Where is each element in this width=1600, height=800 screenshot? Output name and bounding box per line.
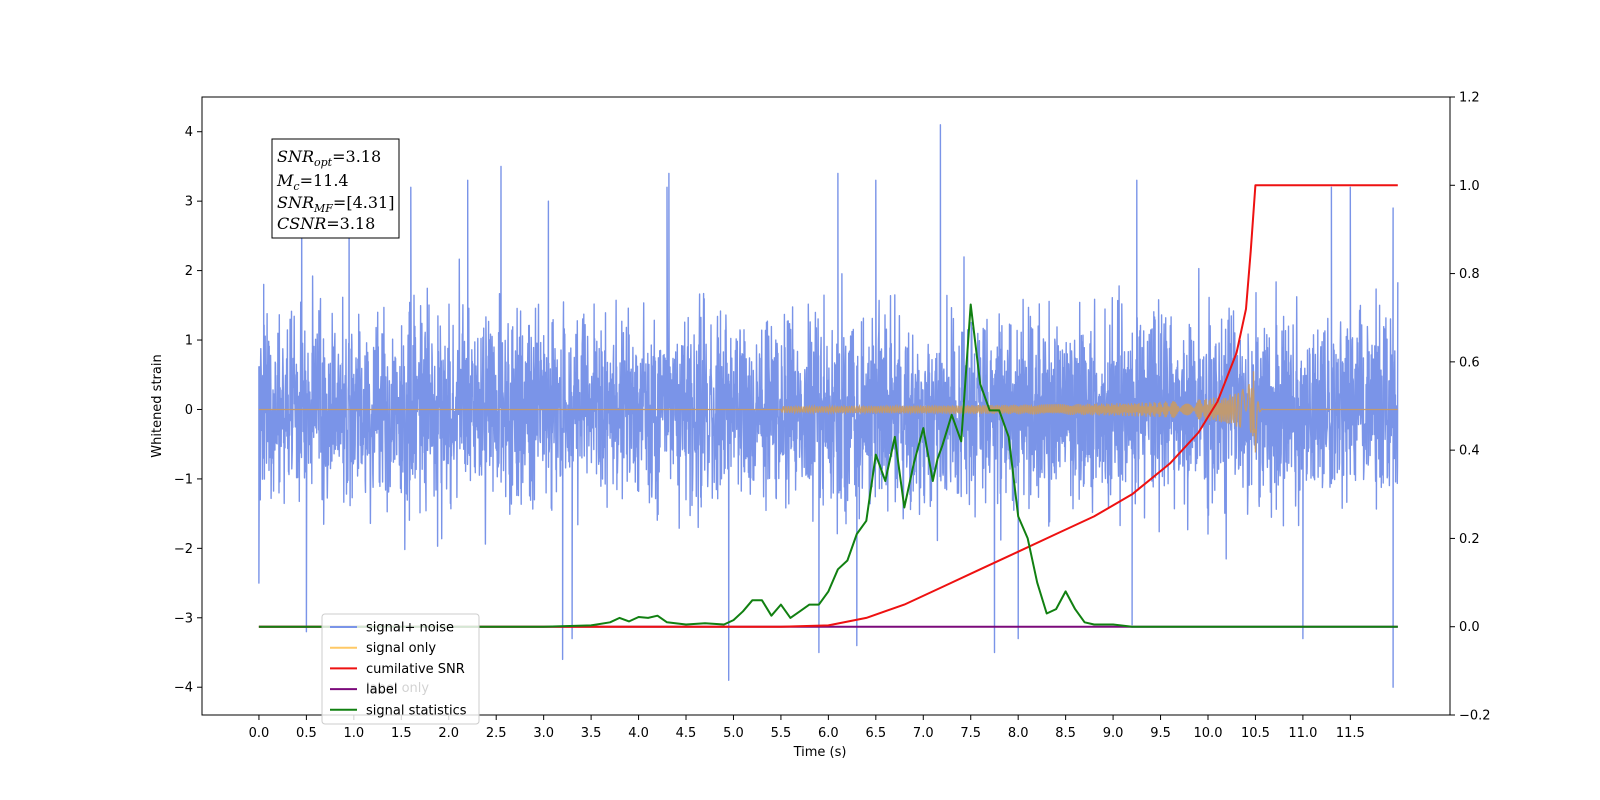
y-axis-label: Whitened strain <box>150 354 165 457</box>
y-tick-label: 2 <box>185 264 193 279</box>
x-tick-label: 0.0 <box>249 726 270 741</box>
x-tick-label: 3.5 <box>581 726 602 741</box>
series-cumulative-snr <box>258 184 1398 628</box>
axes-frame <box>201 96 1451 716</box>
snr-mf-subscript: MF <box>313 202 333 215</box>
y-axis-ticks: −4 −3 −2 −1 0 1 2 3 4 <box>174 125 202 696</box>
legend-entry-label: cumilative SNR <box>366 662 465 677</box>
x-tick-label: 7.5 <box>960 726 981 741</box>
y-tick-label: −3 <box>174 611 193 626</box>
y-tick-label: −2 <box>174 542 193 557</box>
plot-area <box>258 124 1399 688</box>
series-signal-only <box>258 371 1398 453</box>
legend-overlapped-label: label only <box>366 681 429 696</box>
x-tick-label: 0.5 <box>296 726 317 741</box>
x-tick-label: 8.5 <box>1055 726 1076 741</box>
x-tick-label: 7.0 <box>913 726 934 741</box>
x-tick-label: 3.0 <box>533 726 554 741</box>
x-tick-label: 10.0 <box>1194 726 1223 741</box>
y2-tick-label: −0.2 <box>1459 709 1491 724</box>
y-tick-label: 4 <box>185 125 193 140</box>
x-tick-label: 2.5 <box>486 726 507 741</box>
legend-entry-label: label <box>366 683 397 698</box>
mc-symbol: M <box>276 171 294 190</box>
y-tick-label: −1 <box>174 472 193 487</box>
svg-text:SNRopt=3.18: SNRopt=3.18 <box>277 147 381 169</box>
snr-opt-value: =3.18 <box>332 147 381 166</box>
x-tick-label: 4.5 <box>676 726 697 741</box>
x-tick-label: 9.0 <box>1103 726 1124 741</box>
x-tick-label: 5.0 <box>723 726 744 741</box>
x-tick-label: 8.0 <box>1008 726 1029 741</box>
series-signal-noise <box>258 124 1399 688</box>
csnr-symbol: CSNR <box>277 214 326 233</box>
y2-tick-label: 1.0 <box>1459 179 1480 194</box>
snr-mf-symbol: SNR <box>277 193 314 212</box>
x-tick-label: 10.5 <box>1241 726 1270 741</box>
stats-box: SNRopt=3.18 Mc=11.4 SNRMF=[4.31] CSNR=3.… <box>271 138 400 239</box>
y2-tick-label: 0.6 <box>1459 355 1480 370</box>
y-tick-label: −4 <box>174 681 193 696</box>
y-tick-label: 0 <box>185 403 193 418</box>
y-tick-label: 3 <box>185 195 193 210</box>
x-tick-label: 9.5 <box>1150 726 1171 741</box>
legend-entry-label: signal statistics <box>366 703 467 718</box>
svg-text:Mc=11.4: Mc=11.4 <box>276 171 349 193</box>
y2-tick-label: 0.0 <box>1459 620 1480 635</box>
x-tick-label: 6.0 <box>818 726 839 741</box>
x-axis-ticks: 0.0 0.5 1.0 1.5 2.0 2.5 3.0 3.5 4.0 4.5 5.0 5.5 6.0 6… <box>249 715 1365 741</box>
csnr-value: =3.18 <box>326 214 375 233</box>
snr-mf-value: =[4.31] <box>333 193 395 212</box>
mc-value: =11.4 <box>300 171 349 190</box>
mc-subscript: c <box>293 180 299 193</box>
x-axis-label: Time (s) <box>793 745 847 760</box>
y2-tick-label: 0.4 <box>1459 444 1480 459</box>
x-tick-label: 4.0 <box>628 726 649 741</box>
x-tick-label: 11.5 <box>1336 726 1365 741</box>
y-tick-label: 1 <box>185 334 193 349</box>
legend-entry-label: signal only <box>366 641 436 656</box>
y2-tick-label: 0.2 <box>1459 532 1480 547</box>
x-tick-label: 6.5 <box>865 726 886 741</box>
x-tick-label: 2.0 <box>438 726 459 741</box>
x-tick-label: 5.5 <box>771 726 792 741</box>
x-tick-label: 1.0 <box>344 726 365 741</box>
legend: signal+ noise signal only cumilative SNR la… <box>321 613 480 725</box>
y2-axis-ticks: −0.2 0.0 0.2 0.4 0.6 0.8 1.0 1.2 <box>1450 91 1491 724</box>
svg-text:CSNR=3.18: CSNR=3.18 <box>277 214 375 233</box>
snr-opt-subscript: opt <box>314 156 333 169</box>
series-signal-statistics <box>258 303 1398 628</box>
y2-tick-label: 1.2 <box>1459 91 1480 106</box>
x-tick-label: 1.5 <box>391 726 412 741</box>
x-tick-label: 11.0 <box>1288 726 1317 741</box>
snr-opt-symbol: SNR <box>277 147 314 166</box>
svg-text:SNRMF=[4.31]: SNRMF=[4.31] <box>277 193 394 215</box>
legend-entry-label: signal+ noise <box>366 621 454 636</box>
y2-tick-label: 0.8 <box>1459 267 1480 282</box>
